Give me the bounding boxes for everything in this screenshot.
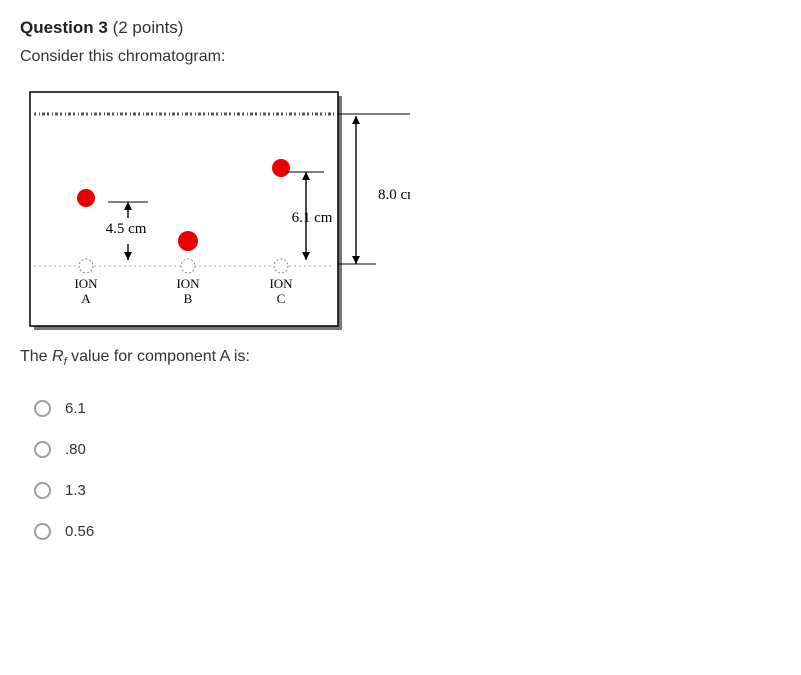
answer-options: 6.1 .80 1.3 0.56 — [20, 388, 781, 552]
svg-text:8.0 cm: 8.0 cm — [378, 187, 410, 203]
option-label: .80 — [65, 441, 86, 458]
question-title: Question 3 — [20, 18, 108, 37]
svg-text:ION: ION — [74, 276, 98, 291]
radio-icon[interactable] — [34, 482, 51, 499]
answer-option[interactable]: 6.1 — [20, 388, 781, 429]
chromatogram-figure: IONAIONBIONC4.5 cm6.1 cm8.0 cm — [20, 84, 410, 334]
answer-option[interactable]: 1.3 — [20, 470, 781, 511]
svg-text:B: B — [184, 291, 193, 306]
option-label: 1.3 — [65, 482, 86, 499]
question-points: (2 points) — [113, 18, 184, 37]
option-label: 0.56 — [65, 523, 94, 540]
answer-option[interactable]: .80 — [20, 429, 781, 470]
svg-text:C: C — [277, 291, 286, 306]
radio-icon[interactable] — [34, 523, 51, 540]
svg-text:A: A — [81, 291, 91, 306]
question-prompt: Consider this chromatogram: — [20, 48, 781, 66]
svg-text:ION: ION — [269, 276, 293, 291]
sub-prompt-symbol: R — [52, 348, 64, 365]
svg-text:6.1 cm: 6.1 cm — [292, 210, 333, 226]
sub-prompt-rest: value for component A is: — [67, 348, 250, 365]
radio-icon[interactable] — [34, 441, 51, 458]
sub-prompt-prefix: The — [20, 348, 52, 365]
svg-text:4.5 cm: 4.5 cm — [106, 221, 147, 237]
svg-text:ION: ION — [176, 276, 200, 291]
radio-icon[interactable] — [34, 400, 51, 417]
question-sub-prompt: The Rf value for component A is: — [20, 348, 781, 368]
question-header: Question 3 (2 points) — [20, 18, 781, 38]
answer-option[interactable]: 0.56 — [20, 511, 781, 552]
option-label: 6.1 — [65, 400, 86, 417]
